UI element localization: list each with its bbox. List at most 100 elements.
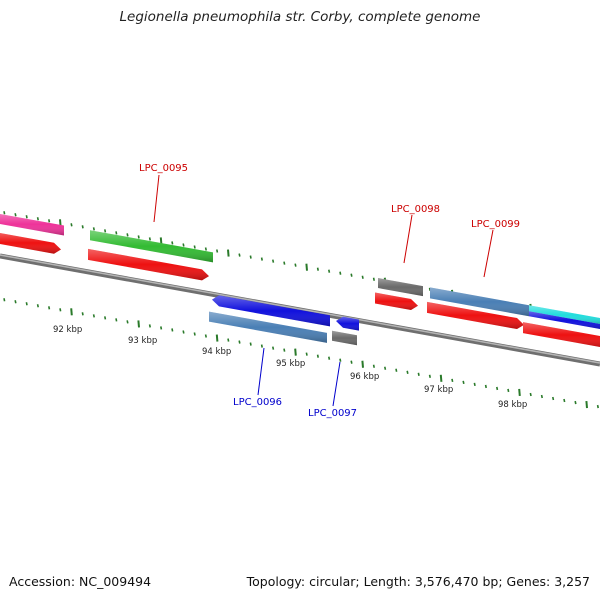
scale-label-92kbp: 92 kbp xyxy=(53,325,82,335)
outer-tick xyxy=(115,231,118,235)
feature-pink-left[interactable] xyxy=(0,213,64,236)
outer-tick xyxy=(372,277,375,281)
inner-tick xyxy=(92,314,95,318)
cds-left-shading xyxy=(0,233,61,254)
feature-green-lpc-0095[interactable] xyxy=(90,230,213,263)
outer-tick xyxy=(126,233,129,237)
outer-tick xyxy=(260,257,263,261)
feature-cyan-right-shading xyxy=(529,305,600,324)
inner-tick xyxy=(193,332,196,336)
callout-line-lpc-0099 xyxy=(483,229,494,278)
inner-tick xyxy=(3,298,6,302)
outer-tick xyxy=(25,215,28,219)
inner-tick xyxy=(81,312,84,316)
inner-tick xyxy=(272,346,275,350)
inner-tick xyxy=(529,392,532,397)
scale-label-97kbp: 97 kbp xyxy=(424,385,453,395)
outer-tick xyxy=(272,259,275,263)
inner-tick xyxy=(496,386,499,391)
gene-label-lpc-0099[interactable]: LPC_0099 xyxy=(471,219,520,230)
callout-line-lpc-0096 xyxy=(257,347,265,396)
map-title: Legionella pneumophila str. Corby, compl… xyxy=(119,9,481,25)
outer-tick xyxy=(227,249,230,257)
feature-gray-lpc-0097[interactable] xyxy=(332,330,357,346)
inner-tick xyxy=(227,338,230,342)
outer-tick xyxy=(81,225,84,229)
outer-tick xyxy=(328,269,331,273)
inner-tick xyxy=(384,366,387,370)
inner-tick-row xyxy=(3,298,599,409)
inner-tick xyxy=(115,318,118,322)
cds-lpc-0097-shading xyxy=(336,316,359,331)
inner-tick xyxy=(552,396,555,401)
outer-tick xyxy=(193,245,196,249)
outer-tick xyxy=(148,237,151,241)
cds-right[interactable] xyxy=(523,322,600,348)
cds-lpc-0095[interactable] xyxy=(88,248,209,281)
feature-gray-lpc-0098[interactable] xyxy=(378,278,423,297)
inner-tick xyxy=(428,374,431,378)
cds-lpc-0097[interactable] xyxy=(336,316,359,331)
inner-tick xyxy=(395,368,398,372)
feature-green-lpc-0095-shading xyxy=(90,230,213,263)
cds-lpc-0098[interactable] xyxy=(375,292,418,310)
inner-tick xyxy=(48,306,51,310)
inner-tick xyxy=(59,308,62,312)
feature-gray-lpc-0098-shading xyxy=(378,278,423,297)
scale-label-94kbp: 94 kbp xyxy=(202,347,231,357)
feature-steel-lpc-0099-shading xyxy=(430,287,529,317)
cds-left[interactable] xyxy=(0,232,61,254)
cds-lpc-0096[interactable] xyxy=(212,295,330,327)
inner-tick xyxy=(249,342,252,346)
feature-cyan-right[interactable] xyxy=(529,305,600,325)
gene-label-lpc-0095[interactable]: LPC_0095 xyxy=(139,163,188,174)
inner-tick xyxy=(126,320,129,324)
feature-steel-lpc-0099[interactable] xyxy=(430,287,529,317)
cds-right-shading xyxy=(523,322,600,347)
inner-tick xyxy=(563,398,566,403)
gene-label-lpc-0096[interactable]: LPC_0096 xyxy=(233,397,282,408)
feature-steel-lpc-0096-shading xyxy=(209,311,327,343)
gene-label-lpc-0098[interactable]: LPC_0098 xyxy=(391,204,440,215)
inner-tick xyxy=(518,388,521,397)
feature-gray-lpc-0097-shading xyxy=(332,330,357,346)
outer-tick xyxy=(294,263,297,267)
outer-tick xyxy=(36,217,39,221)
inner-tick xyxy=(462,380,465,385)
inner-tick xyxy=(540,394,543,399)
inner-tick xyxy=(484,384,487,389)
inner-tick xyxy=(316,354,319,358)
outer-tick xyxy=(216,249,219,253)
cds-lpc-0095-shading xyxy=(88,248,209,281)
outer-tick xyxy=(182,243,185,247)
outer-tick xyxy=(339,271,342,275)
inner-tick xyxy=(406,370,409,374)
inner-tick xyxy=(305,352,308,356)
inner-tick xyxy=(14,300,17,304)
inner-tick xyxy=(473,382,476,387)
outer-tick xyxy=(104,229,107,233)
inner-tick xyxy=(283,348,286,352)
outer-tick xyxy=(70,223,73,227)
inner-tick xyxy=(372,364,375,368)
outer-tick xyxy=(350,273,353,277)
inner-tick xyxy=(137,320,140,328)
inner-tick xyxy=(215,334,219,342)
cds-lpc-0099-shading xyxy=(427,301,524,330)
inner-tick xyxy=(25,302,28,306)
outer-tick xyxy=(238,253,241,257)
outer-tick xyxy=(14,213,17,217)
feature-steel-lpc-0096[interactable] xyxy=(209,311,327,343)
outer-tick xyxy=(283,261,286,265)
scale-label-93kbp: 93 kbp xyxy=(128,336,157,346)
inner-tick xyxy=(596,404,599,409)
inner-tick xyxy=(160,326,163,330)
feature-blue-right[interactable] xyxy=(529,311,600,330)
gene-label-lpc-0097[interactable]: LPC_0097 xyxy=(308,408,357,419)
callout-line-lpc-0098 xyxy=(403,214,413,264)
inner-tick xyxy=(36,304,39,308)
callout-line-lpc-0097 xyxy=(332,361,341,407)
outer-tick xyxy=(48,219,51,223)
cds-lpc-0099[interactable] xyxy=(427,301,524,330)
inner-tick xyxy=(451,378,454,383)
